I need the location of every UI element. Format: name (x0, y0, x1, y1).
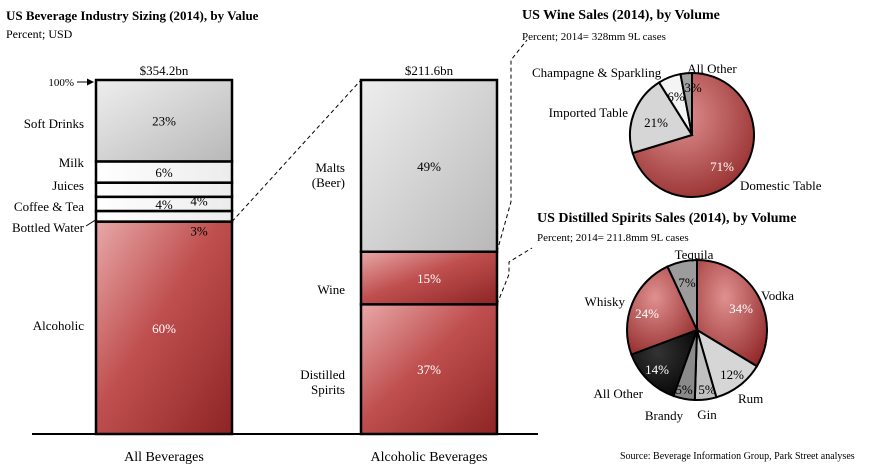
bar-category-label: Alcoholic (33, 318, 84, 333)
pie-category-label: Domestic Table (740, 178, 822, 193)
leader-line (85, 218, 98, 227)
pie-slice-domestic-table (631, 71, 755, 198)
bar-value-label: 37% (417, 362, 441, 377)
bar-chart-subtitle: Percent; USD (6, 27, 73, 41)
bar-segment-alcoholic (94, 220, 234, 436)
bar-value-label: 60% (152, 321, 176, 336)
pie-category-label: All Other (594, 386, 644, 401)
pie-value-label: 6% (667, 89, 685, 104)
bar-category-label: Soft Drinks (24, 116, 84, 131)
pie-category-label: Champagne & Sparkling (532, 65, 662, 80)
bar-chart-title: US Beverage Industry Sizing (2014), by V… (6, 8, 259, 23)
spirits-pie-subtitle: Percent; 2014= 211.8mm 9L cases (537, 232, 689, 244)
bar-total-label: $354.2bn (140, 63, 189, 78)
pie-value-label: 12% (720, 367, 744, 382)
pie-slice-tequila (666, 258, 698, 331)
bar-segment-wine (359, 250, 499, 306)
pie-value-label: 5% (675, 382, 693, 397)
pie-value-label: 34% (729, 301, 753, 316)
bar-category-label: Malts (Beer) (312, 160, 345, 190)
bar-total-label: $211.6bn (405, 63, 454, 78)
x-axis-category-label: Alcoholic Beverages (370, 450, 487, 465)
pie-value-label: 21% (644, 115, 668, 130)
bar-category-label: Juices (52, 178, 84, 193)
pie-slice-all-other (630, 328, 699, 398)
bar-value-label: 6% (155, 165, 173, 180)
connector-dashed-line (496, 247, 533, 305)
pie-value-label: 5% (698, 382, 716, 397)
pie-slice-all-other (679, 71, 693, 136)
pie-category-label: Brandy (645, 408, 684, 423)
bar-category-label: Bottled Water (12, 220, 85, 235)
pie-value-label: 14% (645, 362, 669, 377)
bar-segment-malts-beer- (359, 78, 499, 253)
pie-category-label: Imported Table (549, 105, 629, 120)
pie-value-label: 3% (684, 80, 702, 95)
bar-segment-juices (94, 181, 234, 199)
bar-category-label: Milk (59, 155, 85, 170)
pie-value-label: 7% (678, 275, 696, 290)
pie-value-label: 71% (710, 159, 734, 174)
pie-category-label: All Other (687, 61, 737, 76)
source-note: Source: Beverage Information Group, Park… (620, 451, 855, 462)
pie-category-label: Whisky (585, 294, 626, 309)
bar-value-label: 4% (155, 197, 173, 212)
pie-slice-whisky (626, 265, 699, 356)
pie-slice-imported-table (629, 81, 694, 155)
bar-category-label: Distilled Spirits (300, 367, 345, 397)
bar-category-label: Coffee & Tea (14, 199, 84, 214)
bar-value-label: 49% (417, 159, 441, 174)
y-axis-arrow-head (87, 78, 94, 86)
pie-category-label: Gin (697, 407, 717, 422)
connector-dashed-line (496, 39, 528, 252)
wine-pie-subtitle: Percent; 2014= 328mm 9L cases (522, 31, 666, 43)
bar-value-label: 15% (417, 271, 441, 286)
y-axis-100-label: 100% (48, 77, 74, 89)
bar-value-label: 23% (152, 114, 176, 129)
pie-category-label: Rum (738, 391, 763, 406)
pie-category-label: Tequila (675, 247, 714, 262)
wine-pie-title: US Wine Sales (2014), by Volume (522, 8, 720, 23)
bar-segment-bottled-water (94, 209, 234, 223)
connector-dashed-line (231, 79, 362, 222)
bar-value-label: 3% (190, 223, 208, 238)
bar-value-label: 4% (190, 194, 208, 209)
bar-category-label: Wine (317, 282, 345, 297)
x-axis-category-label: All Beverages (124, 450, 204, 465)
pie-value-label: 24% (635, 306, 659, 321)
pie-category-label: Vodka (761, 288, 794, 303)
bar-segment-soft-drinks (94, 78, 234, 163)
spirits-pie-title: US Distilled Spirits Sales (2014), by Vo… (537, 211, 797, 226)
